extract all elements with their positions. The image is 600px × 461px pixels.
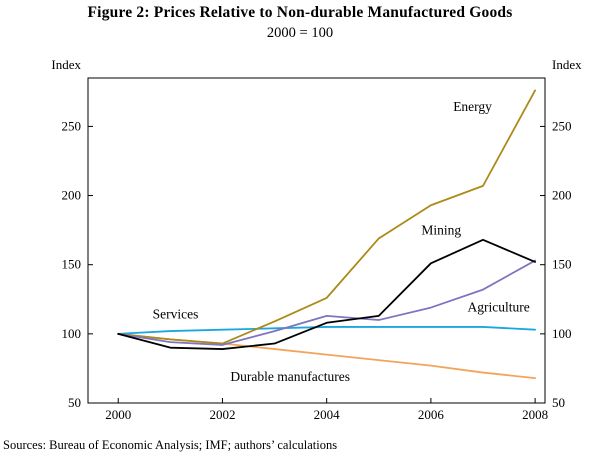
series-label-mining: Mining [421,222,461,237]
series-line-services [117,326,536,335]
y-tick-label-left: 100 [62,326,82,341]
y-tick-label-right: 200 [552,188,572,203]
series-label-energy: Energy [453,99,492,114]
y-tick-label-left: 50 [68,395,81,410]
axis-label-left: Index [51,57,81,72]
chart-canvas: 50 50 100 100 150 150 200 200 250 250 2000 2002 2004… [51,57,582,422]
figure-subtitle: 2000 = 100 [266,25,334,41]
series-label-services: Services [153,307,199,322]
y-tick-label-left: 250 [62,118,82,133]
series-line-energy [117,89,536,345]
y-tick-label-right: 250 [552,118,572,133]
y-tick-label-right: 150 [552,257,572,272]
figure-title: Figure 2: Prices Relative to Non-durable… [87,4,513,21]
axis-label-right: Index [552,57,582,72]
y-tick-label-left: 150 [62,257,82,272]
plot-frame [87,77,546,404]
series-line-agriculture [117,259,536,346]
x-tick-label: 2000 [105,407,131,422]
y-tick-label-right: 50 [552,395,565,410]
y-tick-label-left: 200 [62,188,82,203]
y-tick-label-right: 100 [552,326,572,341]
series-label-agriculture: Agriculture [468,300,530,315]
series-label-durable-manufactures: Durable manufactures [230,369,350,384]
series-line-mining [117,238,536,350]
x-tick-label: 2002 [209,407,235,422]
x-tick-label: 2004 [314,407,341,422]
x-tick-label: 2006 [418,407,445,422]
source-note: Sources: Bureau of Economic Analysis; IM… [3,438,338,452]
x-tick-label: 2008 [522,407,548,422]
